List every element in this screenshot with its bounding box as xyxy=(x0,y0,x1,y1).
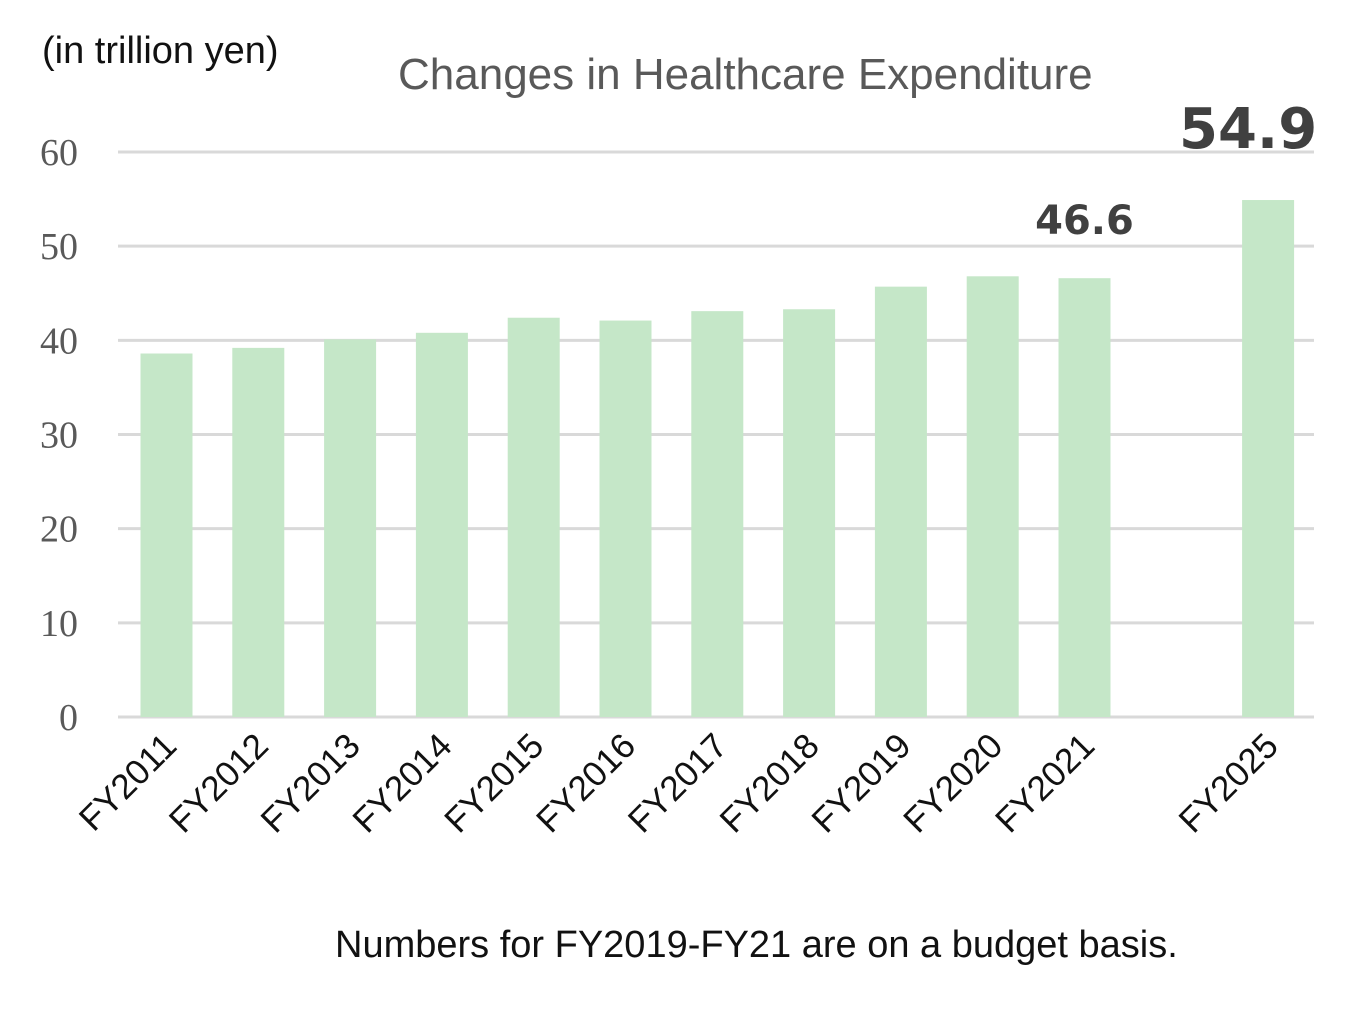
bar-fy2025 xyxy=(1242,200,1295,717)
y-tick-label: 50 xyxy=(40,226,78,268)
y-tick-label: 40 xyxy=(40,320,78,362)
bar-fy2014 xyxy=(415,332,468,717)
bar-fy2012 xyxy=(232,347,285,717)
bar-fy2021 xyxy=(1058,278,1111,717)
x-tick-label: FY2018 xyxy=(712,726,826,840)
y-tick-label: 20 xyxy=(40,509,78,551)
bar-fy2015 xyxy=(507,317,560,717)
y-tick-label: 10 xyxy=(40,603,78,645)
x-tick-label: FY2015 xyxy=(437,726,551,840)
x-tick-label: FY2012 xyxy=(162,726,276,840)
bar-fy2019 xyxy=(874,286,927,717)
x-tick-label: FY2016 xyxy=(529,726,643,840)
y-axis-ticks: 0 10 20 30 40 50 60 xyxy=(40,132,78,739)
x-tick-label: FY2019 xyxy=(804,726,918,840)
bars xyxy=(140,200,1295,717)
bar-fy2020 xyxy=(966,276,1019,717)
bar-fy2013 xyxy=(324,339,377,717)
bar-fy2018 xyxy=(783,309,836,717)
x-tick-label: FY2017 xyxy=(621,726,735,840)
unit-label: (in trillion yen) xyxy=(42,30,279,72)
y-tick-label: 60 xyxy=(40,132,78,174)
x-tick-label: FY2021 xyxy=(988,726,1102,840)
x-tick-label: FY2013 xyxy=(253,726,367,840)
bar-fy2016 xyxy=(599,320,652,717)
x-tick-label: FY2025 xyxy=(1171,726,1285,840)
data-label-fy2021: 46.6 xyxy=(1035,198,1134,244)
data-labels: 46.6 54.9 xyxy=(1035,97,1317,244)
y-tick-label: 0 xyxy=(59,697,78,739)
data-label-fy2025: 54.9 xyxy=(1179,97,1317,162)
x-axis-ticks: FY2011FY2012FY2013FY2014FY2015FY2016FY20… xyxy=(72,726,1286,840)
chart-title: Changes in Healthcare Expenditure xyxy=(398,50,1093,99)
x-tick-label: FY2014 xyxy=(345,726,459,840)
bar-fy2017 xyxy=(691,311,744,717)
x-tick-label: FY2011 xyxy=(72,726,184,838)
y-tick-label: 30 xyxy=(40,415,78,457)
footnote: Numbers for FY2019-FY21 are on a budget … xyxy=(335,924,1178,966)
bar-fy2011 xyxy=(140,353,193,717)
x-tick-label: FY2020 xyxy=(896,726,1010,840)
